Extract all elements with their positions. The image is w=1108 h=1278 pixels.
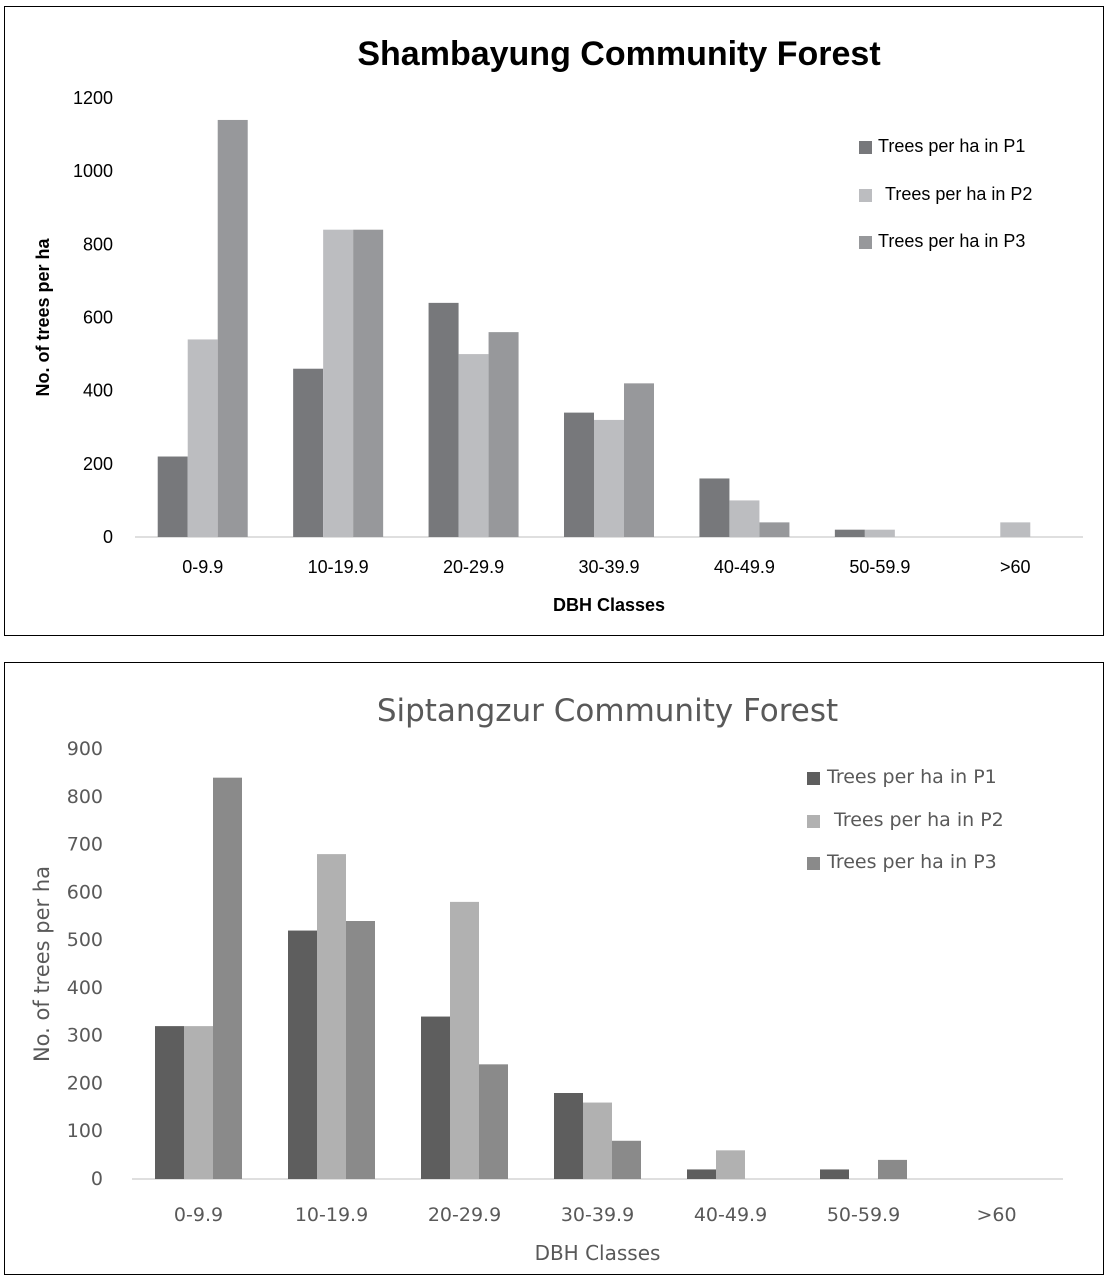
bar-p3-4 xyxy=(759,522,790,537)
y-tick-label: 500 xyxy=(67,929,103,951)
y-tick-label: 200 xyxy=(67,1072,103,1094)
x-category-label: >60 xyxy=(976,1204,1016,1226)
bar-p3-0 xyxy=(213,777,242,1179)
x-axis-title: DBH Classes xyxy=(553,595,665,615)
chart-title: Shambayung Community Forest xyxy=(357,35,880,73)
y-tick-label: 200 xyxy=(83,454,113,474)
bar-p2-0 xyxy=(187,339,218,537)
bar-p3-2 xyxy=(488,332,519,537)
legend-swatch-p3 xyxy=(859,236,872,249)
bar-p2-6 xyxy=(1000,522,1031,537)
bar-p3-1 xyxy=(346,921,375,1179)
x-category-label: 10-19.9 xyxy=(308,557,369,577)
bar-p2-3 xyxy=(583,1102,612,1179)
y-tick-label: 400 xyxy=(83,381,113,401)
y-tick-label: 400 xyxy=(67,977,103,999)
bar-p1-5 xyxy=(834,529,865,537)
bar-p2-1 xyxy=(323,229,354,537)
x-axis-title: DBH Classes xyxy=(535,1241,661,1265)
bar-p1-1 xyxy=(293,368,324,537)
x-category-label: 50-59.9 xyxy=(849,557,910,577)
chart-panel-shambayung: Shambayung Community Forest 0 200 400 600 800… xyxy=(4,6,1104,636)
y-tick-label: 1200 xyxy=(73,88,113,108)
x-category-label: 30-39.9 xyxy=(578,557,639,577)
y-tick-label: 0 xyxy=(91,1168,103,1190)
bar-p1-3 xyxy=(554,1093,583,1179)
x-category-label: 10-19.9 xyxy=(295,1204,368,1226)
bar-p3-5 xyxy=(878,1159,907,1179)
y-tick-label: 900 xyxy=(67,738,103,760)
x-category-label: 40-49.9 xyxy=(714,557,775,577)
bar-p1-3 xyxy=(564,412,594,537)
legend-label-p1: Trees per ha in P1 xyxy=(826,766,997,788)
x-category-label: >60 xyxy=(1000,557,1031,577)
bar-p1-2 xyxy=(428,302,459,537)
x-category-label: 20-29.9 xyxy=(443,557,504,577)
bar-p3-3 xyxy=(624,383,654,537)
bar-p1-4 xyxy=(687,1169,716,1179)
y-axis-title: No. of trees per ha xyxy=(33,237,53,396)
y-tick-label: 300 xyxy=(67,1025,103,1047)
bar-p1-4 xyxy=(699,478,730,537)
legend-swatch-p2 xyxy=(859,189,872,202)
y-tick-label: 100 xyxy=(67,1120,103,1142)
bar-p1-5 xyxy=(820,1169,849,1179)
bar-p2-0 xyxy=(184,1026,213,1179)
y-tick-label: 600 xyxy=(83,308,113,328)
legend-label-p2: Trees per ha in P2 xyxy=(885,184,1032,204)
bar-p2-3 xyxy=(594,419,624,537)
legend-swatch-p3 xyxy=(807,857,820,870)
legend-label-p3: Trees per ha in P3 xyxy=(826,851,997,873)
bar-p2-2 xyxy=(458,354,489,537)
bar-p2-2 xyxy=(450,901,479,1179)
x-category-label: 0-9.9 xyxy=(174,1204,223,1226)
bar-p3-1 xyxy=(353,229,384,537)
legend-swatch-p1 xyxy=(807,772,820,785)
x-category-label: 30-39.9 xyxy=(561,1204,634,1226)
legend-swatch-p1 xyxy=(859,141,872,154)
y-tick-label: 800 xyxy=(83,234,113,254)
bar-p2-4 xyxy=(716,1150,745,1179)
legend-label-p3: Trees per ha in P3 xyxy=(878,231,1025,251)
chart-title: Siptangzur Community Forest xyxy=(377,693,838,729)
bar-p1-2 xyxy=(421,1016,450,1179)
bar-p2-5 xyxy=(864,529,895,537)
legend-label-p2: Trees per ha in P2 xyxy=(833,809,1004,831)
x-category-label: 50-59.9 xyxy=(827,1204,900,1226)
chart-shambayung: Shambayung Community Forest 0 200 400 600 800… xyxy=(33,35,1083,615)
y-tick-label: 1000 xyxy=(73,161,113,181)
y-axis-title: No. of trees per ha xyxy=(30,866,54,1062)
y-tick-label: 0 xyxy=(103,527,113,547)
bar-p3-2 xyxy=(479,1064,508,1179)
x-category-label: 0-9.9 xyxy=(182,557,223,577)
x-category-label: 20-29.9 xyxy=(428,1204,501,1226)
legend-swatch-p2 xyxy=(807,815,820,828)
bar-p1-0 xyxy=(157,456,188,537)
y-tick-label: 700 xyxy=(67,834,103,856)
bar-p3-0 xyxy=(217,119,248,537)
y-tick-label: 600 xyxy=(67,881,103,903)
bar-p1-0 xyxy=(155,1026,184,1179)
bar-p3-3 xyxy=(612,1140,641,1179)
legend-label-p1: Trees per ha in P1 xyxy=(878,136,1025,156)
bar-p2-4 xyxy=(729,500,760,537)
chart-panel-siptangzur: Siptangzur Community Forest 0 100 200 300 400… xyxy=(4,662,1104,1275)
bar-p2-1 xyxy=(317,854,346,1179)
bar-p1-1 xyxy=(288,930,317,1179)
chart-siptangzur: Siptangzur Community Forest 0 100 200 300 400… xyxy=(30,693,1063,1265)
y-tick-label: 800 xyxy=(67,786,103,808)
x-category-label: 40-49.9 xyxy=(694,1204,767,1226)
